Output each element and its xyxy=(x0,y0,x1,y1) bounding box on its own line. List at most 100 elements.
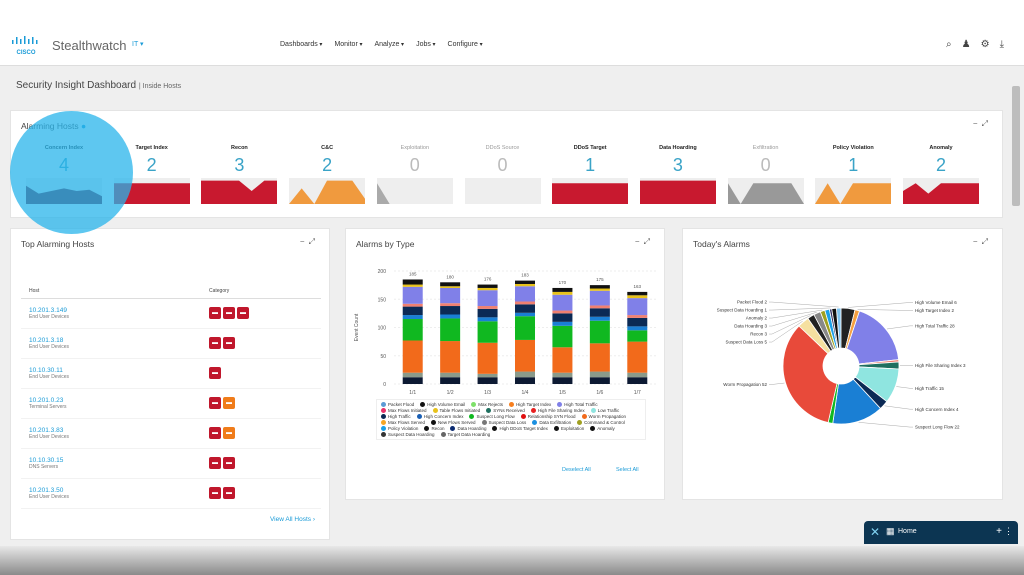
bar-segment[interactable] xyxy=(627,315,648,318)
bar-segment[interactable] xyxy=(477,308,498,318)
pie-slice[interactable] xyxy=(846,310,900,365)
bar-segment[interactable] xyxy=(402,340,423,373)
user-icon[interactable]: ♟ xyxy=(961,39,971,50)
bar-segment[interactable] xyxy=(515,283,535,287)
alarm-tile[interactable]: C&C 2 xyxy=(288,145,366,204)
host-ip-link[interactable]: 10.10.30.15 xyxy=(29,456,64,464)
host-ip-link[interactable]: 10.201.3.18 xyxy=(29,336,64,344)
bar-segment[interactable] xyxy=(589,320,610,344)
menu-configure[interactable]: Configure xyxy=(448,41,483,48)
table-row[interactable]: 10.201.3.83 End User Devices ▬ ▬ xyxy=(21,418,321,449)
alarm-tile[interactable]: DDoS Target 1 xyxy=(551,145,629,204)
category-badge-icon[interactable]: ▬ xyxy=(223,307,235,319)
bar-segment[interactable] xyxy=(440,341,461,373)
bar-segment[interactable] xyxy=(515,377,535,384)
legend-item[interactable]: Suspect Long Flow xyxy=(469,414,515,419)
bar-segment[interactable] xyxy=(477,306,498,309)
menu-analyze[interactable]: Analyze xyxy=(374,41,404,48)
bar-segment[interactable] xyxy=(552,313,573,322)
bar-segment[interactable] xyxy=(477,284,498,288)
table-row[interactable]: 10.10.30.15 DNS Servers ▬ ▬ xyxy=(21,448,321,479)
bar-segment[interactable] xyxy=(477,321,498,343)
bar-segment[interactable] xyxy=(552,321,573,326)
alarm-tile[interactable]: Exploitation 0 xyxy=(376,145,454,204)
category-badge-icon[interactable]: ▬ xyxy=(223,397,235,409)
column-category[interactable]: Category xyxy=(201,284,321,299)
legend-item[interactable]: SYNs Received xyxy=(486,408,525,413)
bar-segment[interactable] xyxy=(515,339,535,372)
bar-segment[interactable] xyxy=(589,377,610,384)
legend-item[interactable]: Anomaly xyxy=(590,426,615,431)
bar-segment[interactable] xyxy=(402,303,423,307)
bar-segment[interactable] xyxy=(627,298,648,316)
legend-item[interactable]: High File Sharing Index xyxy=(530,408,585,413)
alarm-tile[interactable]: DDoS Source 0 xyxy=(464,145,542,204)
bar-segment[interactable] xyxy=(627,317,648,327)
tile-count[interactable]: 2 xyxy=(146,155,157,175)
bar-segment[interactable] xyxy=(552,310,573,314)
category-badge-icon[interactable]: ▬ xyxy=(223,337,235,349)
legend-item[interactable]: Recon xyxy=(424,426,444,431)
bar-segment[interactable] xyxy=(552,372,573,378)
legend-item[interactable]: High Volume Email xyxy=(420,402,465,407)
legend-item[interactable]: High Total Traffic xyxy=(557,402,598,407)
menu-jobs[interactable]: Jobs xyxy=(416,41,435,48)
host-ip-link[interactable]: 10.10.30.11 xyxy=(29,366,63,374)
bar-segment[interactable] xyxy=(440,287,461,304)
bar-segment[interactable] xyxy=(440,314,461,319)
bar-segment[interactable] xyxy=(402,315,423,320)
bar-segment[interactable] xyxy=(627,372,648,378)
bar-segment[interactable] xyxy=(477,373,498,378)
legend-item[interactable]: Data Hoarding xyxy=(450,426,486,431)
legend-item[interactable]: Table Flows Initiated xyxy=(432,408,480,413)
bar-segment[interactable] xyxy=(440,282,461,287)
legend-item[interactable]: Worm Propagation xyxy=(581,414,626,419)
bar-segment[interactable] xyxy=(515,304,535,313)
bar-segment[interactable] xyxy=(552,347,573,373)
pie-slice[interactable] xyxy=(782,325,838,424)
host-ip-link[interactable]: 10.201.0.23 xyxy=(29,396,64,404)
search-icon[interactable]: ⌕ xyxy=(946,39,952,50)
legend-item[interactable]: Relationship SYN Flood xyxy=(520,414,576,419)
pie-slice[interactable] xyxy=(831,307,840,349)
category-badge-icon[interactable]: ▬ xyxy=(209,427,221,439)
category-badge-icon[interactable]: ▬ xyxy=(209,457,221,469)
alarm-tile[interactable]: Anomaly 2 xyxy=(902,145,980,204)
bar-segment[interactable] xyxy=(402,377,423,384)
panel-controls[interactable]: −⤢ xyxy=(299,237,319,246)
alarm-tile[interactable]: Recon 3 xyxy=(200,145,278,204)
category-badge-icon[interactable]: ▬ xyxy=(209,487,221,499)
table-row[interactable]: 10.201.0.23 Terminal Servers ▬ ▬ xyxy=(21,388,321,419)
bar-segment[interactable] xyxy=(440,372,461,378)
bar-segment[interactable] xyxy=(515,301,535,305)
legend-item[interactable]: Max Flows Initiated xyxy=(381,408,427,413)
bar-segment[interactable] xyxy=(515,312,535,317)
bar-segment[interactable] xyxy=(552,377,573,384)
bar-segment[interactable] xyxy=(515,371,535,378)
select-all-link[interactable]: Select All xyxy=(616,467,639,473)
alarm-tile[interactable]: Policy Violation 1 xyxy=(814,145,892,204)
category-badge-icon[interactable]: ▬ xyxy=(223,487,235,499)
legend-item[interactable]: Policy Violation xyxy=(381,426,418,431)
bar-segment[interactable] xyxy=(552,291,573,295)
legend-item[interactable]: Max Rejects xyxy=(471,402,503,407)
alarm-tile[interactable]: Data Hoarding 3 xyxy=(639,145,717,204)
bar-segment[interactable] xyxy=(440,377,461,384)
host-ip-link[interactable]: 10.201.3.83 xyxy=(29,426,64,434)
tile-count[interactable]: 3 xyxy=(672,155,683,175)
category-badge-icon[interactable]: ▬ xyxy=(237,307,249,319)
menu-monitor[interactable]: Monitor xyxy=(334,41,362,48)
bar-segment[interactable] xyxy=(589,305,610,309)
tile-count[interactable]: 2 xyxy=(322,155,333,175)
bar-segment[interactable] xyxy=(589,285,610,289)
bar-segment[interactable] xyxy=(515,280,535,284)
bar-segment[interactable] xyxy=(589,371,610,378)
tile-count[interactable]: 1 xyxy=(585,155,596,175)
view-all-hosts-link[interactable]: View All Hosts › xyxy=(269,516,315,523)
bar-segment[interactable] xyxy=(552,294,573,311)
tile-count[interactable]: 1 xyxy=(848,155,859,175)
legend-item[interactable]: High DDoS Target Index xyxy=(492,426,548,431)
legend-item[interactable]: New Flows Served xyxy=(431,420,476,425)
legend-item[interactable]: Suspect Data Hoarding xyxy=(381,432,435,437)
bar-segment[interactable] xyxy=(402,286,423,304)
